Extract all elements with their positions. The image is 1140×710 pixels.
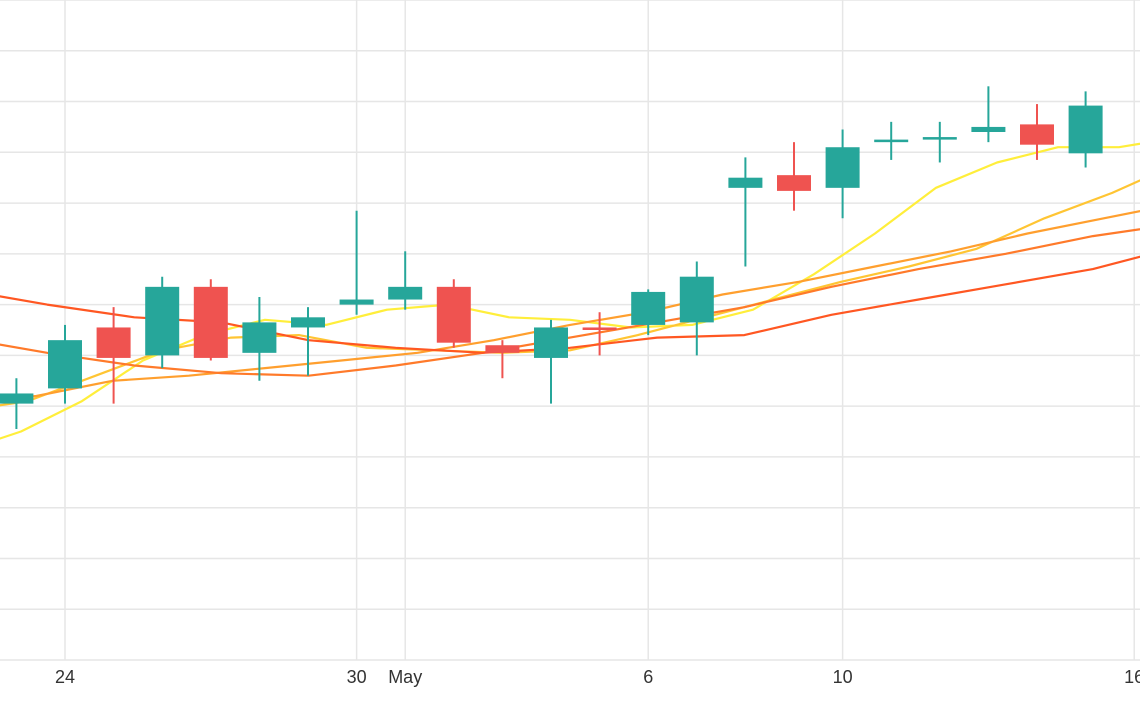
candle-body	[582, 327, 617, 330]
candle	[0, 378, 34, 429]
candle-body	[48, 340, 82, 389]
candle-body	[534, 327, 568, 358]
candle	[291, 307, 325, 376]
candle	[96, 307, 131, 404]
candle-body	[193, 286, 228, 358]
candlesticks	[0, 86, 1103, 429]
candle	[631, 289, 666, 336]
candle-body	[96, 327, 131, 358]
candle	[728, 157, 763, 267]
candle-body	[145, 286, 180, 356]
candle	[1068, 91, 1103, 168]
candle-body	[291, 317, 325, 328]
x-axis-tick-labels: 2430May6101622	[55, 667, 1140, 687]
candle	[48, 324, 82, 404]
candle	[874, 121, 909, 160]
candle-body	[728, 177, 763, 188]
candle	[922, 121, 957, 163]
x-tick-label: 30	[347, 667, 367, 687]
candle-body	[874, 139, 909, 143]
horizontal-gridlines	[0, 0, 1140, 661]
candle-body	[485, 345, 520, 353]
candle-body	[339, 299, 374, 305]
candle	[339, 210, 374, 315]
candle	[485, 340, 520, 379]
candle-body	[1020, 124, 1054, 145]
candle-body	[922, 137, 957, 140]
ma-line-4	[0, 228, 1140, 377]
x-tick-label: May	[388, 667, 422, 687]
candle	[582, 312, 617, 356]
candle	[193, 279, 228, 361]
x-tick-label: 16	[1124, 667, 1140, 687]
x-tick-label: 6	[643, 667, 653, 687]
candle-body	[242, 322, 277, 353]
candle	[825, 129, 860, 219]
candle-body	[777, 175, 811, 191]
candle-body	[825, 147, 860, 188]
candle	[436, 279, 471, 348]
candle-body	[436, 286, 471, 343]
candle	[242, 297, 277, 381]
candle	[1020, 104, 1054, 160]
candle-body	[679, 276, 714, 323]
x-tick-label: 24	[55, 667, 75, 687]
candle-body	[1068, 105, 1103, 154]
candle	[145, 276, 180, 369]
candle	[679, 261, 714, 356]
x-tick-label: 10	[833, 667, 853, 687]
candle-body	[631, 291, 666, 325]
candle	[777, 142, 811, 211]
candle-body	[388, 286, 423, 300]
candle	[534, 319, 568, 404]
candle-body	[0, 393, 34, 404]
candle	[388, 251, 423, 310]
ma-line-3	[0, 209, 1140, 401]
candle-body	[971, 126, 1006, 132]
candle	[971, 86, 1006, 143]
